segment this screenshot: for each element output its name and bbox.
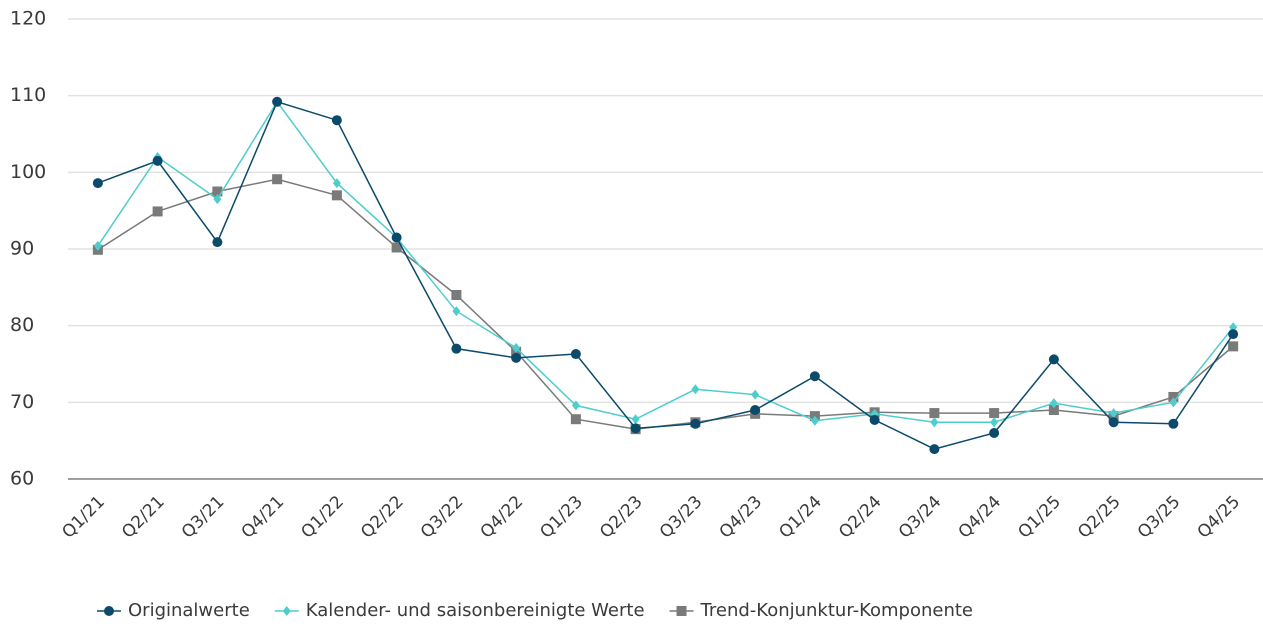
point bbox=[869, 414, 880, 425]
x-tick-label: Q4/22 bbox=[477, 492, 528, 543]
point bbox=[929, 408, 940, 419]
x-tick-label: Q4/21 bbox=[238, 492, 289, 543]
legend-marker bbox=[282, 606, 291, 616]
legend-marker bbox=[104, 606, 114, 616]
point bbox=[571, 400, 580, 411]
point bbox=[1228, 341, 1239, 352]
x-tick-label: Q4/24 bbox=[955, 492, 1006, 543]
point bbox=[1169, 397, 1178, 408]
x-tick-label: Q3/22 bbox=[417, 492, 468, 543]
point bbox=[331, 115, 342, 126]
y-tick-label: 110 bbox=[10, 84, 46, 106]
point bbox=[451, 290, 462, 300]
x-tick-label: Q1/25 bbox=[1014, 492, 1065, 543]
y-tick-label: 90 bbox=[10, 238, 34, 260]
point bbox=[272, 174, 283, 185]
y-tick-label: 60 bbox=[10, 468, 34, 490]
point bbox=[631, 414, 640, 425]
point bbox=[93, 240, 102, 251]
point bbox=[212, 186, 223, 197]
point bbox=[1049, 398, 1058, 409]
point bbox=[1228, 329, 1239, 340]
point bbox=[212, 237, 223, 248]
point bbox=[92, 178, 103, 189]
point bbox=[989, 408, 1000, 419]
legend-marker bbox=[676, 606, 687, 616]
x-tick-label: Q3/23 bbox=[656, 492, 707, 543]
legend-label: Originalwerte bbox=[128, 600, 250, 621]
point bbox=[1109, 408, 1118, 419]
point bbox=[929, 444, 940, 455]
point bbox=[1168, 418, 1179, 429]
point bbox=[152, 206, 163, 217]
point bbox=[750, 405, 761, 415]
point bbox=[452, 306, 461, 317]
x-tick-label: Q2/23 bbox=[596, 492, 647, 543]
point bbox=[152, 155, 163, 166]
point bbox=[391, 232, 402, 243]
point bbox=[690, 418, 701, 429]
point bbox=[331, 190, 342, 201]
point bbox=[272, 96, 283, 107]
point bbox=[1048, 405, 1059, 415]
point bbox=[570, 349, 581, 360]
point bbox=[511, 352, 522, 363]
x-tick-label: Q1/21 bbox=[58, 492, 109, 543]
series-line bbox=[97, 178, 1234, 430]
point bbox=[1108, 417, 1119, 428]
x-tick-label: Q3/25 bbox=[1134, 492, 1185, 543]
x-tick-label: Q2/25 bbox=[1074, 492, 1125, 543]
point bbox=[989, 428, 1000, 438]
legend-label: Trend-Konjunktur-Komponente bbox=[700, 600, 973, 621]
x-tick-label: Q3/21 bbox=[178, 492, 229, 543]
point bbox=[570, 414, 581, 425]
point bbox=[332, 178, 341, 189]
x-tick-label: Q4/23 bbox=[716, 492, 767, 543]
point bbox=[810, 415, 819, 426]
point bbox=[930, 417, 939, 428]
point bbox=[751, 389, 760, 400]
series-line bbox=[97, 100, 1234, 424]
point bbox=[451, 343, 462, 354]
point bbox=[691, 384, 700, 395]
y-tick-label: 120 bbox=[10, 8, 46, 30]
x-tick-label: Q1/22 bbox=[297, 492, 348, 543]
x-tick-label: Q2/21 bbox=[118, 492, 169, 543]
point bbox=[630, 423, 641, 434]
point bbox=[990, 417, 999, 428]
series-line bbox=[97, 100, 1234, 450]
y-tick-label: 70 bbox=[10, 391, 34, 413]
point bbox=[391, 242, 402, 253]
x-tick-label: Q1/24 bbox=[775, 492, 826, 543]
y-tick-label: 100 bbox=[10, 161, 46, 183]
point bbox=[1168, 391, 1179, 402]
point bbox=[213, 194, 222, 205]
y-tick-label: 80 bbox=[10, 314, 34, 336]
x-tick-label: Q2/22 bbox=[357, 492, 408, 543]
point bbox=[1048, 354, 1059, 365]
legend-label: Kalender- und saisonbereinigte Werte bbox=[306, 600, 645, 621]
x-tick-label: Q1/23 bbox=[536, 492, 587, 543]
x-tick-label: Q2/24 bbox=[835, 492, 886, 543]
point bbox=[512, 342, 521, 353]
x-tick-label: Q4/25 bbox=[1194, 492, 1245, 543]
point bbox=[809, 371, 820, 382]
x-tick-label: Q3/24 bbox=[895, 492, 946, 543]
